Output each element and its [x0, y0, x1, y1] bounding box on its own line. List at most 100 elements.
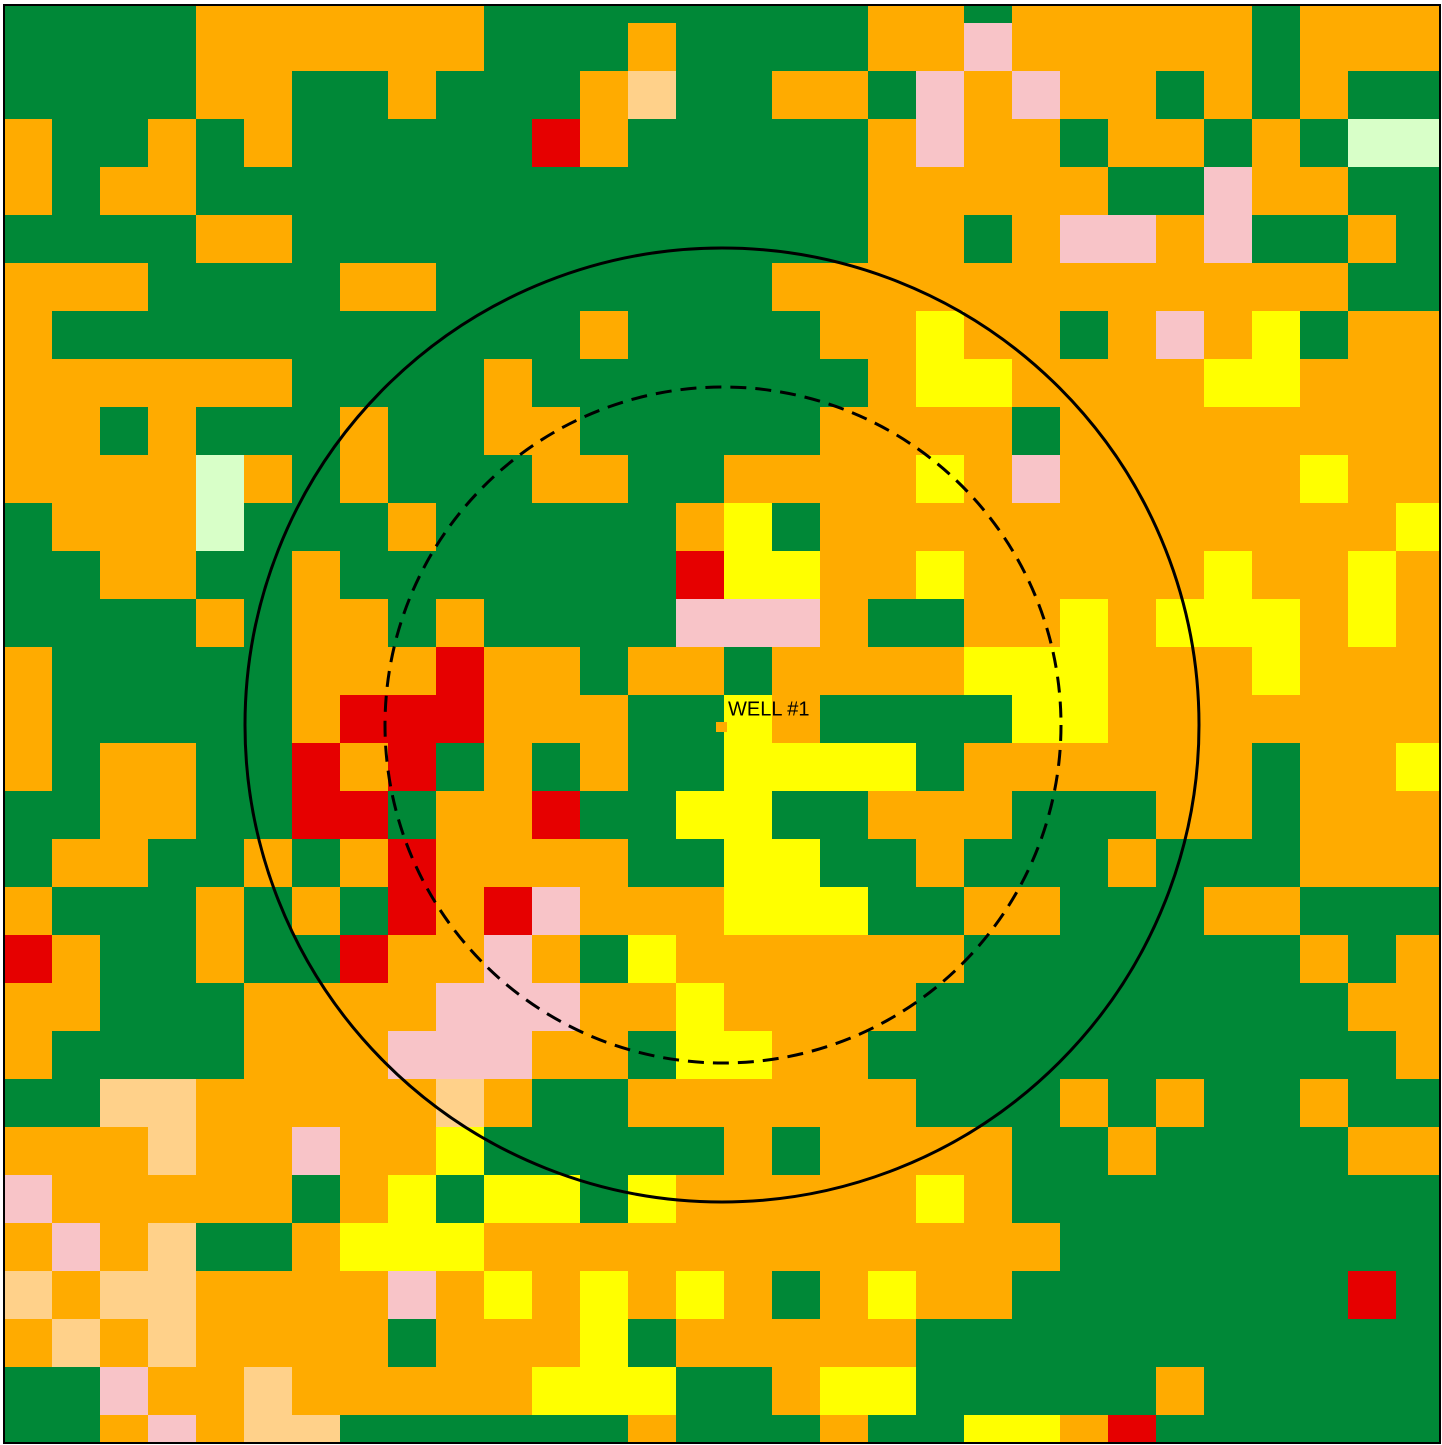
land-cell [1300, 71, 1349, 120]
land-cell [1156, 1271, 1205, 1320]
land-cell [1108, 551, 1157, 600]
land-cell [1348, 263, 1397, 312]
land-cell [1108, 1415, 1157, 1443]
land-cell [292, 23, 341, 72]
land-cell [964, 791, 1013, 840]
land-cell [772, 1271, 821, 1320]
land-cell [628, 1367, 677, 1416]
land-cell [532, 119, 581, 168]
land-cell [244, 935, 293, 984]
land-cell [1108, 1031, 1157, 1080]
land-cell [1204, 983, 1253, 1032]
land-cell [772, 791, 821, 840]
land-cell [1300, 119, 1349, 168]
land-cell [1396, 647, 1440, 696]
land-cell [340, 599, 389, 648]
land-cell [820, 215, 869, 264]
land-cell [1012, 1127, 1061, 1176]
land-cell [1156, 1079, 1205, 1128]
land-cell [1012, 1079, 1061, 1128]
land-cell [340, 647, 389, 696]
land-cell [772, 1415, 821, 1443]
land-cell [676, 215, 725, 264]
land-cell [1156, 119, 1205, 168]
land-cell [1396, 407, 1440, 456]
land-cell [388, 1415, 437, 1443]
land-cell [964, 503, 1013, 552]
land-cell [4, 23, 53, 72]
land-cell [820, 263, 869, 312]
land-cell [1348, 983, 1397, 1032]
land-cell [100, 1223, 149, 1272]
land-cell [436, 1079, 485, 1128]
land-cell [580, 311, 629, 360]
land-cell [580, 551, 629, 600]
land-cell [340, 791, 389, 840]
land-cell [772, 407, 821, 456]
land-cell [436, 359, 485, 408]
land-cell [340, 71, 389, 120]
land-cell [1204, 599, 1253, 648]
land-cell [148, 743, 197, 792]
land-cell [4, 407, 53, 456]
land-cell [964, 407, 1013, 456]
land-cell [52, 983, 101, 1032]
land-cell [628, 311, 677, 360]
land-cell [4, 1415, 53, 1443]
land-cell [676, 743, 725, 792]
land-cell [1012, 167, 1061, 216]
land-cell [340, 1367, 389, 1416]
land-cell [292, 311, 341, 360]
land-cell [1348, 1223, 1397, 1272]
land-cell [1204, 1031, 1253, 1080]
land-cell [820, 1367, 869, 1416]
land-cell [388, 215, 437, 264]
land-cell [148, 1319, 197, 1368]
land-cell [244, 743, 293, 792]
land-cell [1396, 1175, 1440, 1224]
land-cell [772, 503, 821, 552]
land-cell [532, 311, 581, 360]
land-cell [628, 695, 677, 744]
land-cell [964, 551, 1013, 600]
land-cell [1300, 887, 1349, 936]
land-cell [1252, 1175, 1301, 1224]
land-cell [4, 1175, 53, 1224]
land-cell [532, 71, 581, 120]
land-cell [580, 1415, 629, 1443]
land-cell [244, 167, 293, 216]
land-cell [196, 407, 245, 456]
land-cell [916, 263, 965, 312]
land-cell [388, 167, 437, 216]
land-cell [292, 1319, 341, 1368]
land-cell [292, 1367, 341, 1416]
land-cell [916, 1271, 965, 1320]
land-cell [1012, 119, 1061, 168]
land-cell [1252, 311, 1301, 360]
land-cell [1348, 647, 1397, 696]
land-cell [1252, 1271, 1301, 1320]
land-cell [436, 167, 485, 216]
land-cell [1204, 1319, 1253, 1368]
land-cell [1252, 5, 1301, 24]
land-cell [340, 263, 389, 312]
land-cell [388, 1319, 437, 1368]
land-cell [916, 119, 965, 168]
land-cell [1348, 935, 1397, 984]
land-cell [532, 1079, 581, 1128]
land-cell [100, 839, 149, 888]
land-cell [1060, 983, 1109, 1032]
land-cell [1348, 1175, 1397, 1224]
land-cell [580, 791, 629, 840]
land-cell [580, 1031, 629, 1080]
land-cell [820, 647, 869, 696]
land-cell [868, 1175, 917, 1224]
land-cell [676, 119, 725, 168]
land-cell [580, 1223, 629, 1272]
land-cell [100, 311, 149, 360]
land-cell [964, 119, 1013, 168]
land-cell [436, 263, 485, 312]
land-cell [292, 1271, 341, 1320]
land-cell [1204, 1415, 1253, 1443]
land-cell [436, 407, 485, 456]
